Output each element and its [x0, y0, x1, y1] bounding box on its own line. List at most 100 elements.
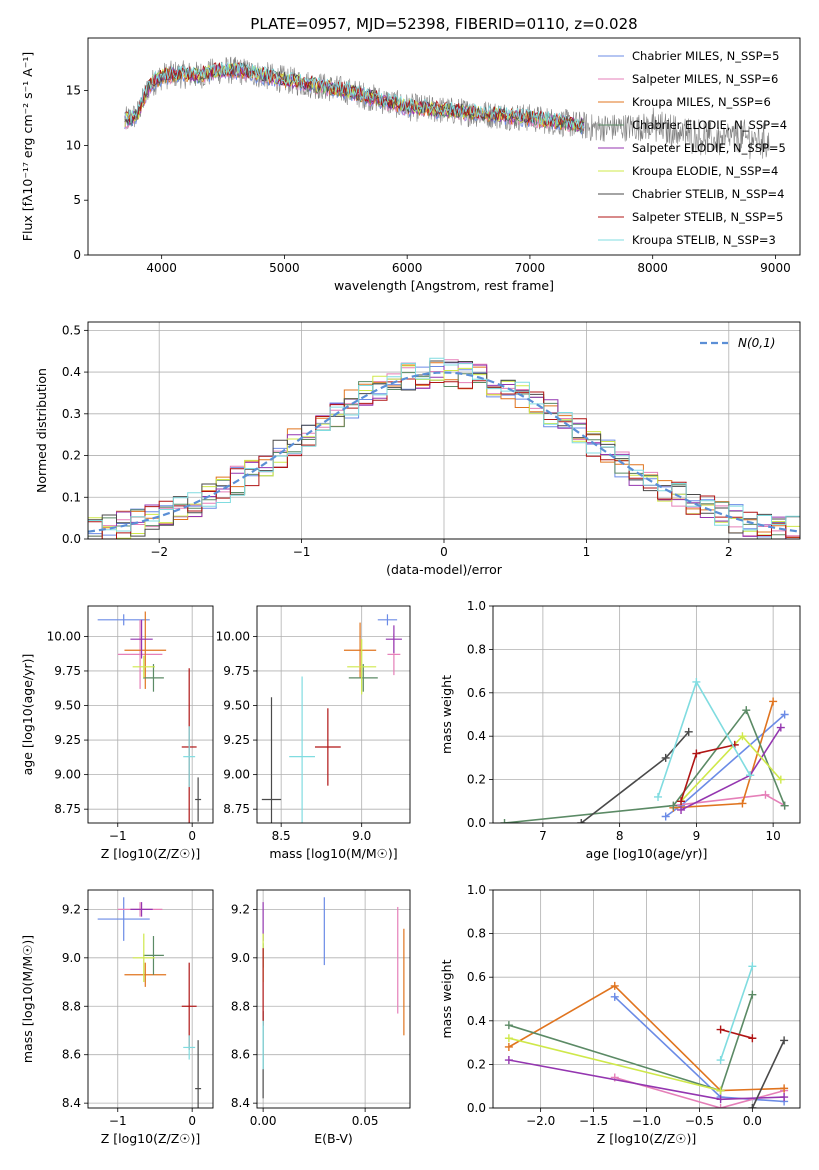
age_vs_z-data [97, 611, 202, 823]
chabrier_miles-weight-marker [661, 812, 670, 821]
x-tick-label: 10 [765, 829, 780, 843]
kroupa_elodie-weight-marker [716, 1086, 725, 1095]
x-tick-label: 6000 [392, 261, 423, 275]
chabrier_miles-weight-marker [610, 992, 619, 1001]
kroupa_miles-weight-marker [780, 1084, 789, 1093]
x-tick-label: 0.00 [250, 1114, 277, 1128]
x-tick-label: −1 [109, 1114, 127, 1128]
y-tick-label: 1.0 [467, 883, 486, 897]
y-tick-label: 9.2 [231, 902, 250, 916]
chabrier_elodie-weight-line [504, 708, 786, 823]
y-tick-label: 0.1 [62, 490, 81, 504]
y-tick-label: 9.25 [223, 733, 250, 747]
kroupa_elodie-weight-line [508, 1037, 721, 1092]
y-tick-label: 0.5 [62, 323, 81, 337]
kroupa_elodie-weight-marker [776, 775, 785, 784]
x-tick-label: 0.0 [743, 1114, 762, 1128]
legend-label: Chabrier STELIB, N_SSP=4 [632, 187, 784, 201]
salpeter_stelib-weight-marker [692, 749, 701, 758]
y-tick-label: 10 [66, 138, 81, 152]
y-tick-label: 0.8 [467, 927, 486, 941]
y-axis-label: age [log10(age/yr)] [20, 654, 35, 776]
y-tick-label: 0.6 [467, 686, 486, 700]
x-axis-label: wavelength [Angstrom, rest frame] [334, 278, 554, 293]
x-tick-label: −2 [150, 545, 168, 559]
legend-label: Salpeter ELODIE, N_SSP=5 [632, 141, 786, 155]
chabrier_stelib-weight-marker [748, 1104, 757, 1108]
kroupa_stelib-weight-marker [654, 792, 663, 801]
y-tick-label: 8.75 [223, 802, 250, 816]
legend-label: Kroupa ELODIE, N_SSP=4 [632, 164, 778, 178]
y-tick-label: 15 [66, 84, 81, 98]
x-tick-label: 7000 [515, 261, 546, 275]
x-tick-label: 9000 [760, 261, 791, 275]
x-tick-label: −1 [109, 829, 127, 843]
x-tick-label: 8.5 [272, 829, 291, 843]
mass_vs_z-panel: −1 0 8.4 8.6 8.8 9.0 9.2 Z [log10(Z/Z☉)] mass [l… [20, 889, 214, 1146]
y-tick-label: 0.0 [62, 532, 81, 546]
y-axis-label: Flux [fλ10⁻¹⁷ erg cm⁻² s⁻¹ A⁻¹] [20, 52, 35, 241]
legend-label: Salpeter STELIB, N_SSP=5 [632, 210, 783, 224]
y-tick-label: 9.2 [62, 902, 81, 916]
weight_vs_age-data [500, 677, 789, 823]
legend-label: Kroupa STELIB, N_SSP=3 [632, 233, 776, 247]
salpeter_elodie-point [130, 902, 153, 917]
y-axis-label: mass weight [439, 675, 454, 754]
y-tick-label: 0.2 [467, 1057, 486, 1071]
x-tick-label: 0 [188, 829, 196, 843]
chabrier_stelib-point [195, 777, 202, 822]
kroupa_miles-weight-line [508, 984, 785, 1092]
kroupa_elodie-point [132, 655, 155, 678]
x-tick-label: 0 [188, 1114, 196, 1128]
x-tick-label: 2 [725, 545, 733, 559]
y-tick-label: 8.4 [231, 1096, 250, 1110]
kroupa_elodie-point [132, 933, 155, 983]
x-axis-label: Z [log10(Z/Z☉)] [597, 1131, 697, 1146]
x-tick-label: 9 [693, 829, 701, 843]
mass_vs_ebv-panel: 0.00 0.05 8.4 8.6 8.8 9.0 9.2 E(B-V) [231, 889, 411, 1146]
chabrier_elodie-weight-marker [742, 706, 751, 715]
y-tick-label: 8.8 [62, 999, 81, 1013]
legend-label: Salpeter MILES, N_SSP=6 [632, 72, 778, 86]
observed-spectrum-line [124, 56, 770, 160]
figure-title: PLATE=0957, MJD=52398, FIBERID=0110, z=0… [250, 15, 637, 33]
x-tick-label: 8000 [637, 261, 668, 275]
x-tick-label: −0.5 [685, 1114, 714, 1128]
kroupa_miles-point [124, 962, 167, 987]
age_vs_mass-panel: 8.5 9.0 8.75 9.00 9.25 9.50 9.75 10.00 mass [log… [216, 605, 411, 861]
age_vs_z-panel: −1 0 8.75 9.00 9.25 9.50 9.75 10.00 Z [log10(Z/Z… [20, 605, 214, 861]
chabrier_elodie-point [143, 664, 164, 692]
y-tick-label: 0.0 [467, 816, 486, 830]
y-axis-label: Normed distribution [34, 368, 49, 493]
weight_vs_age-panel: 7 8 9 10 0.0 0.2 0.4 0.6 0.8 1.0 age [log10(age/yr… [439, 599, 801, 861]
y-tick-label: 8.75 [54, 802, 81, 816]
salpeter_elodie-weight-marker [716, 1095, 725, 1104]
legend-label: Chabrier ELODIE, N_SSP=4 [632, 118, 787, 132]
y-tick-label: 9.00 [54, 768, 81, 782]
normal-distribution-curve [88, 371, 800, 533]
kroupa_stelib-point [289, 676, 315, 823]
age_vs_z-frame [87, 605, 214, 824]
y-tick-label: 9.50 [223, 699, 250, 713]
kroupa_miles-point [343, 622, 377, 678]
kroupa_stelib-point [183, 726, 196, 788]
salpeter_elodie-weight-marker [776, 723, 785, 732]
mass_vs_z-data [97, 897, 202, 1108]
salpeter_stelib-weight-line [720, 1028, 753, 1039]
y-tick-label: 5 [73, 193, 81, 207]
y-tick-label: 8.8 [231, 999, 250, 1013]
age_vs_mass-frame [256, 605, 411, 824]
y-tick-label: 0.8 [467, 642, 486, 656]
x-axis-label: Z [log10(Z/Z☉)] [101, 846, 201, 861]
chabrier_elodie-point [143, 936, 164, 975]
kroupa_elodie-weight-marker [504, 1034, 513, 1043]
y-tick-label: 0 [73, 248, 81, 262]
salpeter_elodie-point [385, 625, 402, 653]
chabrier_miles-point [377, 614, 398, 626]
weight_vs_z-panel: −2.0 −1.5 −1.0 −0.5 0.0 0.0 0.2 0.4 0.6 0.8 1.0 Z [… [439, 883, 801, 1146]
kroupa_stelib-weight-line [719, 966, 754, 1061]
spectrum-data [124, 56, 770, 160]
salpeter_elodie-weight-marker [780, 1093, 789, 1102]
salpeter_miles-weight-marker [761, 790, 770, 799]
